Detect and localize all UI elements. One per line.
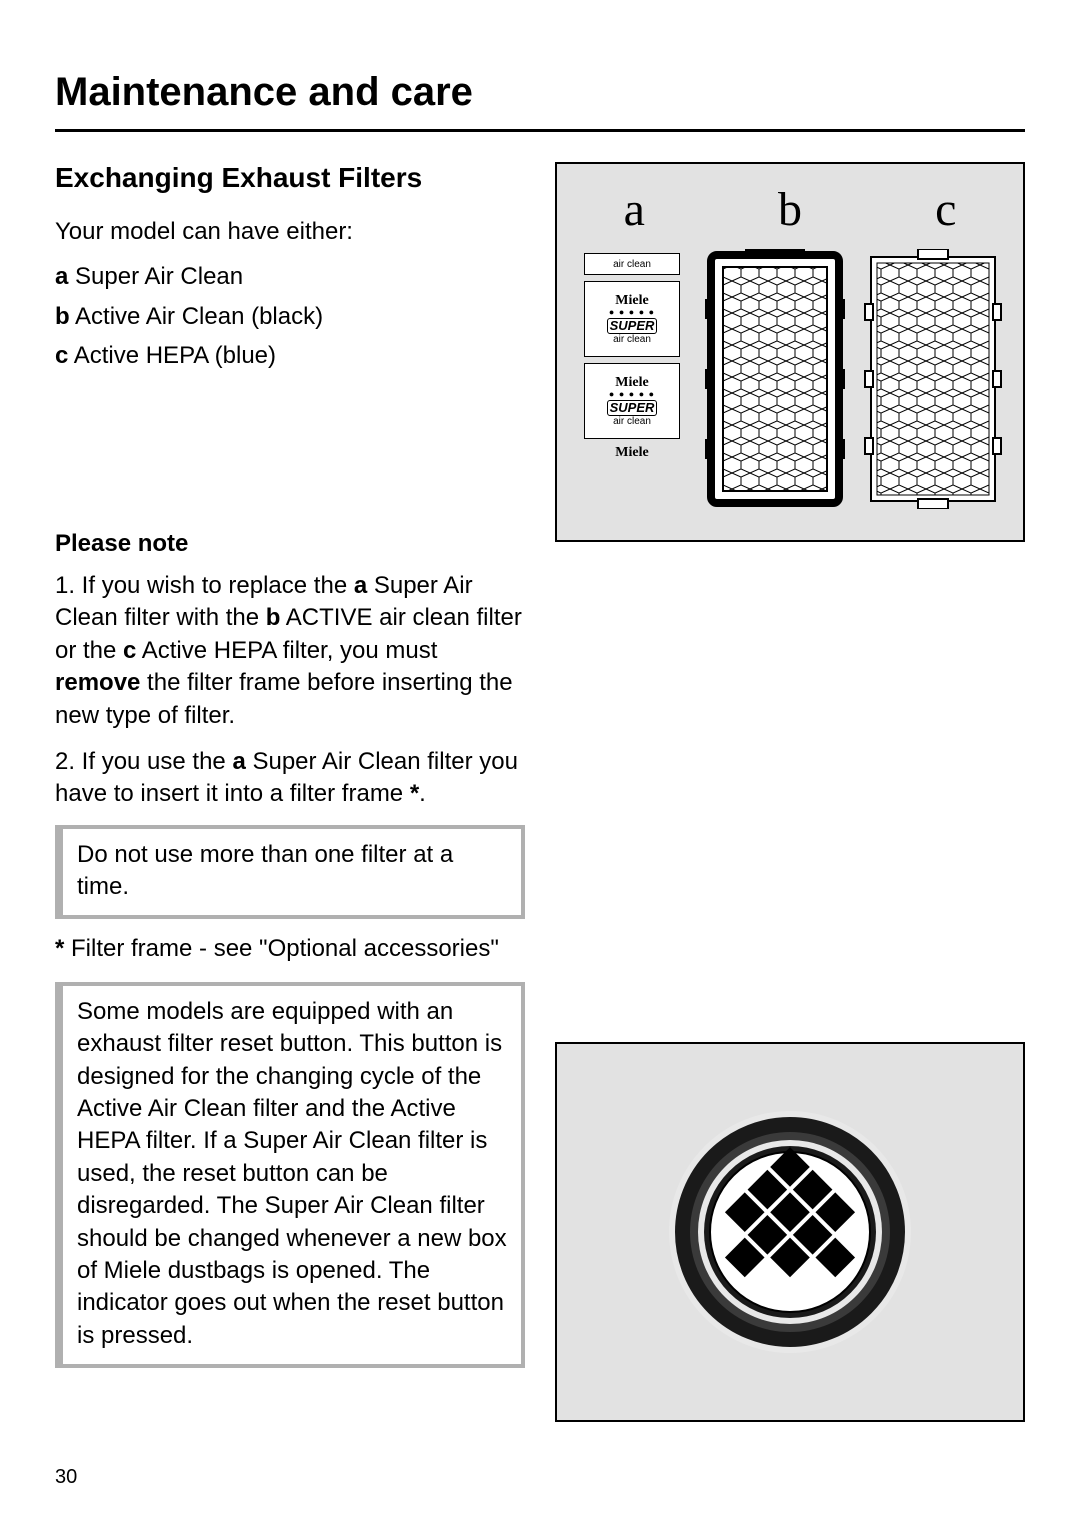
figure-filters: a b c air clean Miele ● ● ● ● ● SUPER [555, 162, 1025, 542]
filter-b-cassette [705, 249, 845, 509]
fig-letter-c: c [935, 182, 956, 237]
miele-dots-1: ● ● ● ● ● [609, 308, 655, 318]
footnote-text: Filter frame - see "Optional accessories… [64, 935, 499, 962]
miele-air-1: air clean [613, 334, 651, 345]
note1-seg: 1. If you wish to replace the [55, 572, 354, 599]
right-column: a b c air clean Miele ● ● ● ● ● SUPER [555, 162, 1025, 1422]
miele-super-2: SUPER [607, 400, 658, 416]
note2-a: a [232, 748, 245, 775]
two-column-layout: Exchanging Exhaust Filters Your model ca… [55, 162, 1025, 1422]
miele-brand-2: Miele [615, 375, 648, 390]
option-b-text: Active Air Clean (black) [70, 303, 323, 330]
option-a-text: Super Air Clean [68, 263, 243, 290]
filter-c-svg [863, 249, 1003, 509]
miele-air-strip: air clean [613, 259, 651, 270]
footnote-star: * [55, 935, 64, 962]
filter-b-svg [705, 249, 845, 509]
info-box: Some models are equipped with an exhaust… [55, 982, 525, 1368]
fig-letter-a: a [624, 182, 645, 237]
note2-star: * [410, 780, 419, 807]
title-rule [55, 129, 1025, 132]
option-c: c Active HEPA (blue) [55, 337, 525, 374]
note1-b: b [266, 604, 281, 631]
reset-button-svg [660, 1102, 920, 1362]
miele-air-2: air clean [613, 416, 651, 427]
warning-text: Do not use more than one filter at a tim… [77, 841, 453, 900]
miele-dots-2: ● ● ● ● ● [609, 390, 655, 400]
option-b-letter: b [55, 303, 70, 330]
miele-super-1: SUPER [607, 318, 658, 334]
warning-box: Do not use more than one filter at a tim… [55, 825, 525, 920]
manual-page: Maintenance and care Exchanging Exhaust … [0, 0, 1080, 1529]
option-a-letter: a [55, 263, 68, 290]
option-a: a Super Air Clean [55, 258, 525, 295]
left-column: Exchanging Exhaust Filters Your model ca… [55, 162, 525, 1422]
page-number: 30 [55, 1466, 77, 1489]
filters-row: air clean Miele ● ● ● ● ● SUPER air clea… [577, 249, 1003, 520]
filter-c-cassette [863, 249, 1003, 509]
note-1: 1. If you wish to replace the a Super Ai… [55, 570, 525, 732]
figure-letter-row: a b c [557, 182, 1023, 237]
footnote: * Filter frame - see "Optional accessori… [55, 933, 525, 965]
note1-seg4: Active HEPA filter, you must [136, 637, 437, 664]
fig-letter-b: b [778, 182, 802, 237]
intro-text: Your model can have either: [55, 216, 525, 248]
note-2: 2. If you use the a Super Air Clean filt… [55, 746, 525, 811]
option-c-text: Active HEPA (blue) [68, 342, 276, 369]
option-b: b Active Air Clean (black) [55, 298, 525, 335]
option-c-letter: c [55, 342, 68, 369]
section-heading: Exchanging Exhaust Filters [55, 162, 525, 194]
note1-c: c [123, 637, 136, 664]
info-text: Some models are equipped with an exhaust… [77, 998, 507, 1349]
figure-reset-button [555, 1042, 1025, 1422]
miele-brand-3: Miele [615, 445, 648, 461]
filter-a-top-strip: air clean [584, 253, 680, 275]
filter-a-stack: air clean Miele ● ● ● ● ● SUPER air clea… [577, 249, 687, 461]
filter-a-pack2: Miele ● ● ● ● ● SUPER air clean [584, 363, 680, 439]
note1-a: a [354, 572, 367, 599]
note2-seg3: . [419, 780, 426, 807]
page-title: Maintenance and care [55, 70, 1025, 115]
filter-a-pack1: Miele ● ● ● ● ● SUPER air clean [584, 281, 680, 357]
note2-seg: 2. If you use the [55, 748, 232, 775]
please-note-label: Please note [55, 530, 525, 558]
miele-brand-1: Miele [615, 293, 648, 308]
note1-remove: remove [55, 669, 140, 696]
